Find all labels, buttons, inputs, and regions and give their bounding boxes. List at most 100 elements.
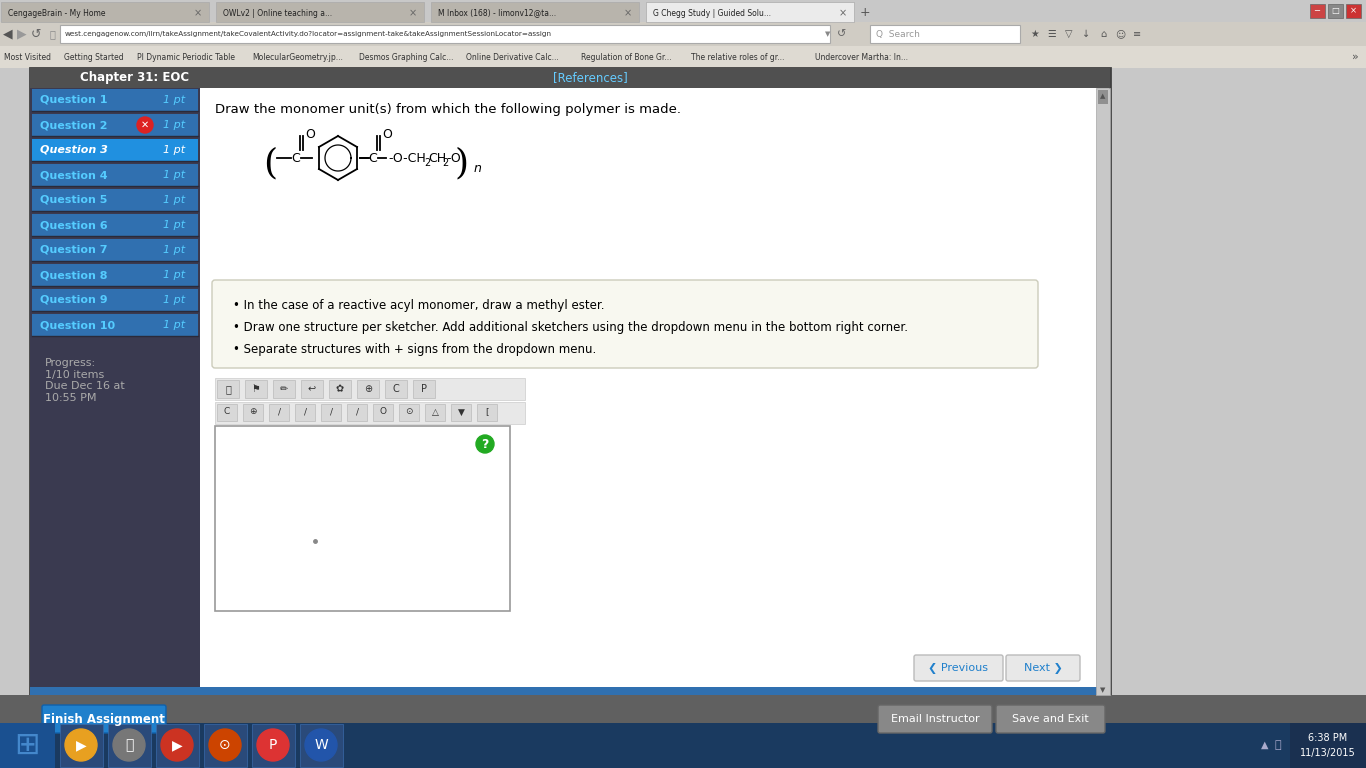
FancyBboxPatch shape bbox=[321, 404, 342, 421]
FancyBboxPatch shape bbox=[0, 723, 1366, 728]
Text: -O-CH: -O-CH bbox=[388, 153, 426, 165]
Text: ▼: ▼ bbox=[825, 31, 831, 37]
Text: ▲: ▲ bbox=[1261, 740, 1269, 750]
Text: 🔊: 🔊 bbox=[1274, 740, 1281, 750]
FancyBboxPatch shape bbox=[269, 404, 290, 421]
FancyBboxPatch shape bbox=[30, 687, 1111, 695]
Text: ▼: ▼ bbox=[458, 408, 464, 416]
Text: 📁: 📁 bbox=[124, 738, 134, 752]
Text: ↺: ↺ bbox=[837, 29, 847, 39]
FancyBboxPatch shape bbox=[1096, 88, 1111, 695]
Text: west.cengagenow.com/ilrn/takeAssignment/takeCovalentActivity.do?locator=assignme: west.cengagenow.com/ilrn/takeAssignment/… bbox=[66, 31, 552, 37]
Text: 1 pt: 1 pt bbox=[163, 95, 184, 105]
Text: ×: × bbox=[194, 8, 202, 18]
FancyBboxPatch shape bbox=[357, 380, 378, 398]
Text: • Separate structures with + signs from the dropdown menu.: • Separate structures with + signs from … bbox=[234, 343, 596, 356]
FancyBboxPatch shape bbox=[1, 2, 209, 22]
Text: ≡: ≡ bbox=[1132, 29, 1141, 39]
Text: ★: ★ bbox=[1030, 29, 1040, 39]
Text: 1 pt: 1 pt bbox=[163, 170, 184, 180]
Text: ?: ? bbox=[481, 438, 489, 451]
FancyBboxPatch shape bbox=[60, 724, 102, 767]
FancyBboxPatch shape bbox=[1290, 723, 1366, 768]
Text: P: P bbox=[421, 384, 428, 394]
Text: »: » bbox=[1351, 52, 1358, 62]
Text: n: n bbox=[474, 161, 482, 174]
FancyBboxPatch shape bbox=[295, 404, 316, 421]
FancyBboxPatch shape bbox=[60, 25, 831, 43]
Circle shape bbox=[475, 435, 494, 453]
Text: /: / bbox=[303, 408, 306, 416]
Text: ): ) bbox=[455, 146, 469, 180]
FancyBboxPatch shape bbox=[214, 402, 525, 424]
Text: Question 4: Question 4 bbox=[40, 170, 108, 180]
FancyBboxPatch shape bbox=[329, 380, 351, 398]
Text: Cengage Learning  |  Cengage Technical Support: Cengage Learning | Cengage Technical Sup… bbox=[540, 733, 826, 746]
FancyBboxPatch shape bbox=[1005, 655, 1081, 681]
Text: Save and Exit: Save and Exit bbox=[1012, 714, 1089, 724]
Text: ⌂: ⌂ bbox=[1100, 29, 1106, 39]
Text: [References]: [References] bbox=[553, 71, 627, 84]
FancyBboxPatch shape bbox=[30, 88, 199, 695]
FancyBboxPatch shape bbox=[216, 2, 423, 22]
FancyBboxPatch shape bbox=[30, 68, 1111, 695]
Text: 6:38 PM: 6:38 PM bbox=[1309, 733, 1348, 743]
Text: The relative roles of gr...: The relative roles of gr... bbox=[691, 52, 785, 61]
FancyBboxPatch shape bbox=[217, 380, 239, 398]
FancyBboxPatch shape bbox=[199, 88, 1096, 695]
FancyBboxPatch shape bbox=[399, 404, 419, 421]
FancyBboxPatch shape bbox=[996, 705, 1105, 733]
Text: O: O bbox=[382, 127, 392, 141]
Text: Online Derivative Calc...: Online Derivative Calc... bbox=[466, 52, 559, 61]
FancyBboxPatch shape bbox=[214, 426, 510, 611]
FancyBboxPatch shape bbox=[31, 239, 198, 261]
Text: Progress:
1/10 items
Due Dec 16 at
10:55 PM: Progress: 1/10 items Due Dec 16 at 10:55… bbox=[45, 358, 124, 402]
Text: Q  Search: Q Search bbox=[876, 29, 919, 38]
Text: C: C bbox=[392, 384, 399, 394]
Text: ✋: ✋ bbox=[225, 384, 231, 394]
Text: ↺: ↺ bbox=[31, 28, 41, 41]
Text: ✕: ✕ bbox=[141, 120, 149, 130]
Text: Next ❯: Next ❯ bbox=[1023, 663, 1063, 674]
Text: Draw the monomer unit(s) from which the following polymer is made.: Draw the monomer unit(s) from which the … bbox=[214, 103, 682, 116]
FancyBboxPatch shape bbox=[0, 46, 1366, 68]
Circle shape bbox=[66, 729, 97, 761]
FancyBboxPatch shape bbox=[385, 380, 407, 398]
Text: C: C bbox=[291, 153, 301, 165]
Text: +: + bbox=[859, 6, 870, 19]
FancyBboxPatch shape bbox=[217, 404, 236, 421]
FancyBboxPatch shape bbox=[108, 724, 152, 767]
Text: Question 7: Question 7 bbox=[40, 245, 108, 255]
FancyBboxPatch shape bbox=[0, 22, 1366, 46]
FancyBboxPatch shape bbox=[243, 404, 264, 421]
FancyBboxPatch shape bbox=[373, 404, 393, 421]
Text: Question 9: Question 9 bbox=[40, 295, 108, 305]
FancyBboxPatch shape bbox=[0, 695, 1366, 768]
FancyBboxPatch shape bbox=[870, 25, 1020, 43]
Text: ⊕: ⊕ bbox=[249, 408, 257, 416]
Text: /: / bbox=[329, 408, 332, 416]
Text: O: O bbox=[305, 127, 316, 141]
Text: 11/13/2015: 11/13/2015 bbox=[1300, 748, 1356, 758]
Text: (: ( bbox=[262, 146, 277, 180]
FancyBboxPatch shape bbox=[413, 380, 434, 398]
Text: OWLv2 | Online teaching a...: OWLv2 | Online teaching a... bbox=[223, 8, 332, 18]
FancyBboxPatch shape bbox=[214, 378, 525, 400]
Circle shape bbox=[209, 729, 240, 761]
FancyBboxPatch shape bbox=[156, 724, 199, 767]
Text: ×: × bbox=[839, 8, 847, 18]
Text: 🔒: 🔒 bbox=[49, 29, 55, 39]
Circle shape bbox=[257, 729, 290, 761]
FancyBboxPatch shape bbox=[31, 289, 198, 311]
FancyBboxPatch shape bbox=[0, 0, 1366, 22]
Text: 1 pt: 1 pt bbox=[163, 220, 184, 230]
FancyBboxPatch shape bbox=[878, 705, 992, 733]
Text: ↩: ↩ bbox=[307, 384, 316, 394]
Text: C: C bbox=[369, 153, 377, 165]
FancyBboxPatch shape bbox=[31, 214, 198, 236]
Text: 1 pt: 1 pt bbox=[163, 195, 184, 205]
Text: MolecularGeometry.jp...: MolecularGeometry.jp... bbox=[253, 52, 343, 61]
Text: Chapter 31: EOC: Chapter 31: EOC bbox=[81, 71, 189, 84]
Text: Question 2: Question 2 bbox=[40, 120, 108, 130]
Text: Most Visited: Most Visited bbox=[4, 52, 51, 61]
